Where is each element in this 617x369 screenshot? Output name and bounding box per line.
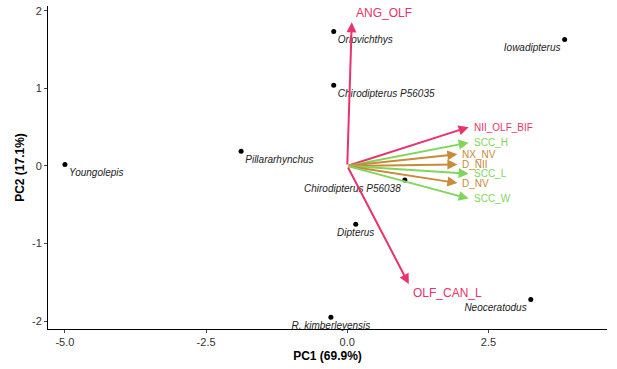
- svg-text:NX_NV: NX_NV: [462, 149, 496, 160]
- svg-text:R. kimberleyensis: R. kimberleyensis: [291, 320, 370, 331]
- svg-text:SCC_H: SCC_H: [474, 137, 508, 148]
- svg-text:PC1 (69.9%): PC1 (69.9%): [293, 349, 362, 363]
- svg-text:Neoceratodus: Neoceratodus: [464, 302, 526, 313]
- svg-text:2: 2: [36, 5, 42, 17]
- svg-text:SCC_W: SCC_W: [474, 193, 511, 204]
- svg-text:SCC_L: SCC_L: [474, 168, 507, 179]
- svg-text:NII_OLF_BIF: NII_OLF_BIF: [474, 122, 533, 133]
- svg-text:Iowadipterus: Iowadipterus: [504, 42, 561, 53]
- svg-text:D_NII: D_NII: [462, 159, 488, 170]
- svg-text:-2.5: -2.5: [197, 336, 216, 348]
- svg-text:Dipterus: Dipterus: [337, 227, 374, 238]
- svg-text:ANG_OLF: ANG_OLF: [356, 6, 412, 20]
- svg-text:-5.0: -5.0: [55, 336, 74, 348]
- svg-text:0: 0: [36, 160, 42, 172]
- svg-text:D_NV: D_NV: [462, 178, 489, 189]
- svg-text:OLF_CAN_L: OLF_CAN_L: [413, 286, 482, 300]
- svg-text:PC2 (17.1%): PC2 (17.1%): [13, 133, 27, 202]
- svg-text:-1: -1: [32, 237, 42, 249]
- svg-text:-2: -2: [32, 315, 42, 327]
- svg-text:2.5: 2.5: [481, 336, 496, 348]
- svg-text:0.0: 0.0: [340, 336, 355, 348]
- svg-text:Chirodipterus P56035: Chirodipterus P56035: [338, 88, 435, 99]
- svg-text:1: 1: [36, 82, 42, 94]
- svg-text:Youngolepis: Youngolepis: [69, 167, 124, 178]
- svg-text:Pillararhynchus: Pillararhynchus: [245, 154, 313, 165]
- svg-text:Chirodipterus P56038: Chirodipterus P56038: [304, 183, 401, 194]
- svg-text:Orlovichthys: Orlovichthys: [338, 34, 393, 45]
